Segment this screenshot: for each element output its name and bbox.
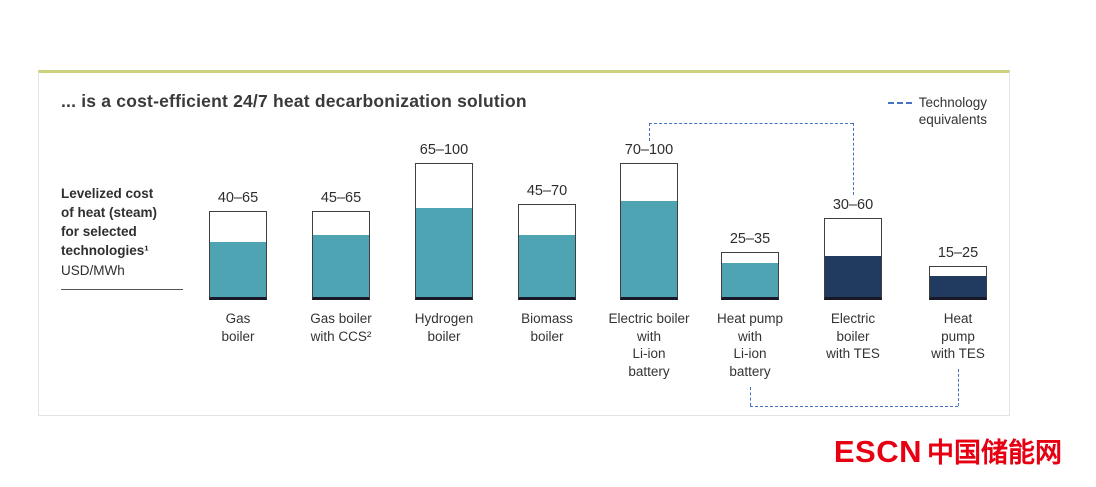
bar-range-label-electric-boiler-with-li-ion-battery: 70–100: [624, 142, 674, 158]
bar-fill-biomass-boiler: [519, 235, 575, 297]
bar-category-label-electric-boiler-with-li-ion-battery: Electric boiler with Li-ion battery: [608, 311, 690, 379]
dashed-connector-bottom-right-vertical: [958, 369, 959, 406]
bar-range-label-heat-pump-with-tes: 15–25: [937, 245, 979, 261]
bar-heat-pump-with-li-ion-battery: [721, 252, 779, 300]
bar-category-label-heat-pump-with-li-ion-battery: Heat pump with Li-ion battery: [716, 311, 784, 379]
dashed-connector-bottom-left-vertical: [750, 387, 751, 406]
bar-fill-gas-boiler: [210, 242, 266, 297]
bar-gas-boiler: [209, 211, 267, 300]
bar-category-label-gas-boiler-with-ccs-: Gas boiler with CCS²: [310, 311, 372, 344]
bar-electric-boiler-with-li-ion-battery: [620, 163, 678, 300]
logo-latin-text: ESCN: [833, 434, 922, 469]
legend-label: Technology equivalents: [919, 95, 987, 129]
bar-hydrogen-boiler: [415, 163, 473, 300]
dashed-connector-top-horizontal: [649, 123, 853, 124]
escn-logo: ESCN 中国储能网: [834, 431, 1062, 470]
chart-title: ... is a cost-efficient 24/7 heat decarb…: [61, 91, 527, 111]
dashed-connector-bottom-horizontal: [750, 406, 958, 407]
bar-fill-electric-boiler-with-tes: [825, 256, 881, 297]
bar-chart: 40–65 Gas boiler 45–65 Gas boiler with CCS² 65…: [39, 73, 1009, 415]
chart-card: ... is a cost-efficient 24/7 heat decarb…: [38, 70, 1010, 416]
legend-label-line2: equivalents: [918, 111, 987, 127]
bar-category-label-heat-pump-with-tes: Heat pump with TES: [931, 311, 985, 361]
dashed-connector-top-left-vertical: [649, 123, 650, 141]
bar-fill-heat-pump-with-tes: [930, 276, 986, 297]
bar-category-label-gas-boiler: Gas boiler: [221, 311, 255, 344]
bar-electric-boiler-with-tes: [824, 218, 882, 300]
bar-category-label-electric-boiler-with-tes: Electric boiler with TES: [826, 311, 880, 361]
bar-fill-gas-boiler-with-ccs-: [313, 235, 369, 297]
dashed-line-icon: [887, 102, 912, 104]
bar-fill-electric-boiler-with-li-ion-battery: [621, 201, 677, 297]
axis-note-title: Levelized cost of heat (steam) for selecte…: [61, 186, 158, 258]
bar-range-label-heat-pump-with-li-ion-battery: 25–35: [729, 231, 771, 247]
logo-chinese-text: 中国储能网: [927, 438, 1062, 468]
bar-range-label-gas-boiler-with-ccs-: 45–65: [320, 190, 362, 206]
axis-note: Levelized cost of heat (steam) for selecte…: [61, 185, 183, 291]
legend-technology-equivalents: Technology equivalents: [887, 95, 987, 129]
bar-gas-boiler-with-ccs-: [312, 211, 370, 300]
axis-note-unit: USD/MWh: [61, 262, 125, 278]
bar-heat-pump-with-tes: [929, 266, 987, 300]
bar-range-label-hydrogen-boiler: 65–100: [419, 142, 469, 158]
dashed-connector-top-right-vertical: [853, 123, 854, 195]
bar-range-label-electric-boiler-with-tes: 30–60: [832, 197, 874, 213]
bar-fill-heat-pump-with-li-ion-battery: [722, 263, 778, 297]
bar-range-label-biomass-boiler: 45–70: [526, 183, 568, 199]
bar-range-label-gas-boiler: 40–65: [217, 190, 259, 206]
legend-label-line1: Technology: [918, 95, 987, 110]
bar-category-label-biomass-boiler: Biomass boiler: [521, 311, 573, 344]
bar-fill-hydrogen-boiler: [416, 208, 472, 297]
bar-category-label-hydrogen-boiler: Hydrogen boiler: [414, 311, 474, 344]
bar-biomass-boiler: [518, 204, 576, 300]
